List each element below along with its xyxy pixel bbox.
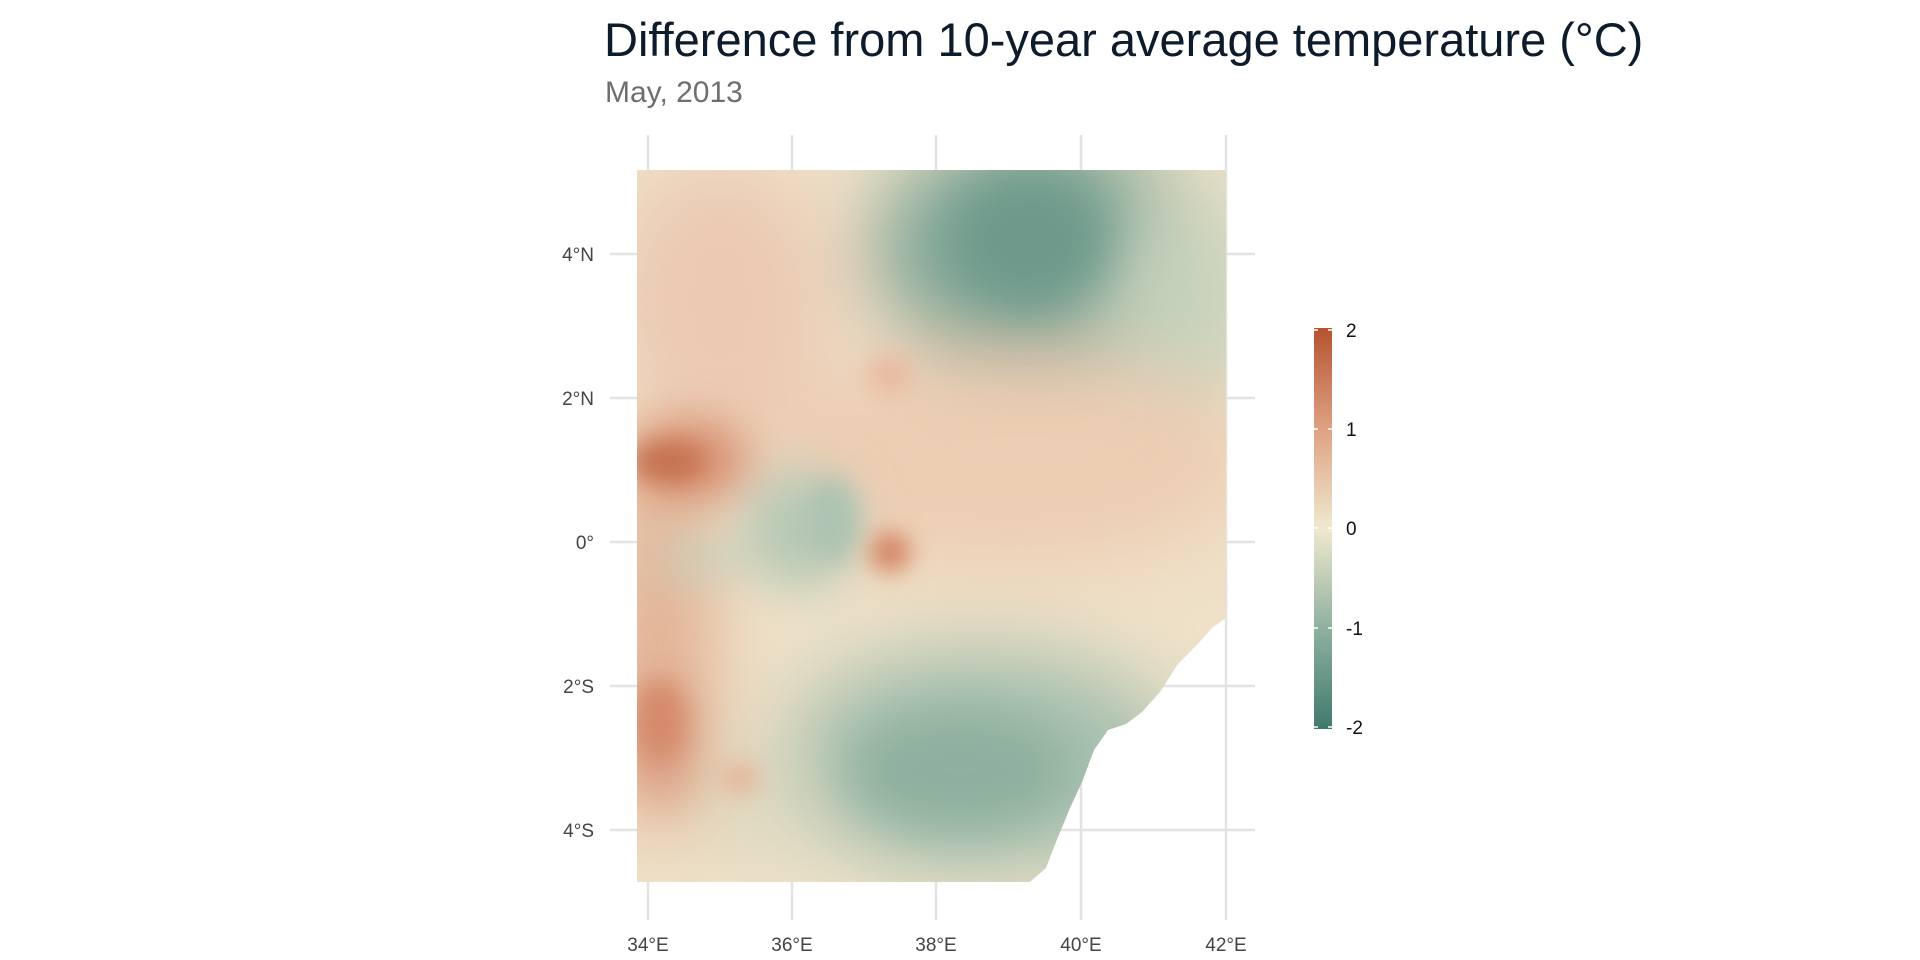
- legend-colorbar: [1314, 328, 1332, 729]
- y-axis: 4°N 2°N 0° 2°S 4°S: [562, 245, 594, 842]
- x-tick-label: 36°E: [771, 935, 812, 956]
- legend-label: 1: [1346, 420, 1357, 441]
- y-tick-label: 4°N: [562, 245, 594, 266]
- x-axis: 34°E 36°E 38°E 40°E 42°E: [627, 935, 1246, 956]
- heat-field: [637, 170, 1226, 882]
- legend-label: 2: [1346, 321, 1357, 342]
- y-tick-label: 2°N: [562, 389, 594, 410]
- legend-label: -2: [1346, 718, 1363, 739]
- y-tick-label: 0°: [576, 533, 594, 554]
- y-tick-label: 4°S: [563, 821, 594, 842]
- x-tick-label: 40°E: [1060, 935, 1101, 956]
- legend-label: 0: [1346, 519, 1357, 540]
- legend-label: -1: [1346, 619, 1363, 640]
- chart-title: Difference from 10-year average temperat…: [604, 13, 1644, 66]
- x-tick-label: 34°E: [627, 935, 668, 956]
- chart-subtitle: May, 2013: [605, 76, 743, 109]
- x-tick-label: 38°E: [915, 935, 956, 956]
- color-legend: 2 1 0 -1 -2: [1314, 321, 1363, 739]
- x-tick-label: 42°E: [1205, 935, 1246, 956]
- y-tick-label: 2°S: [563, 677, 594, 698]
